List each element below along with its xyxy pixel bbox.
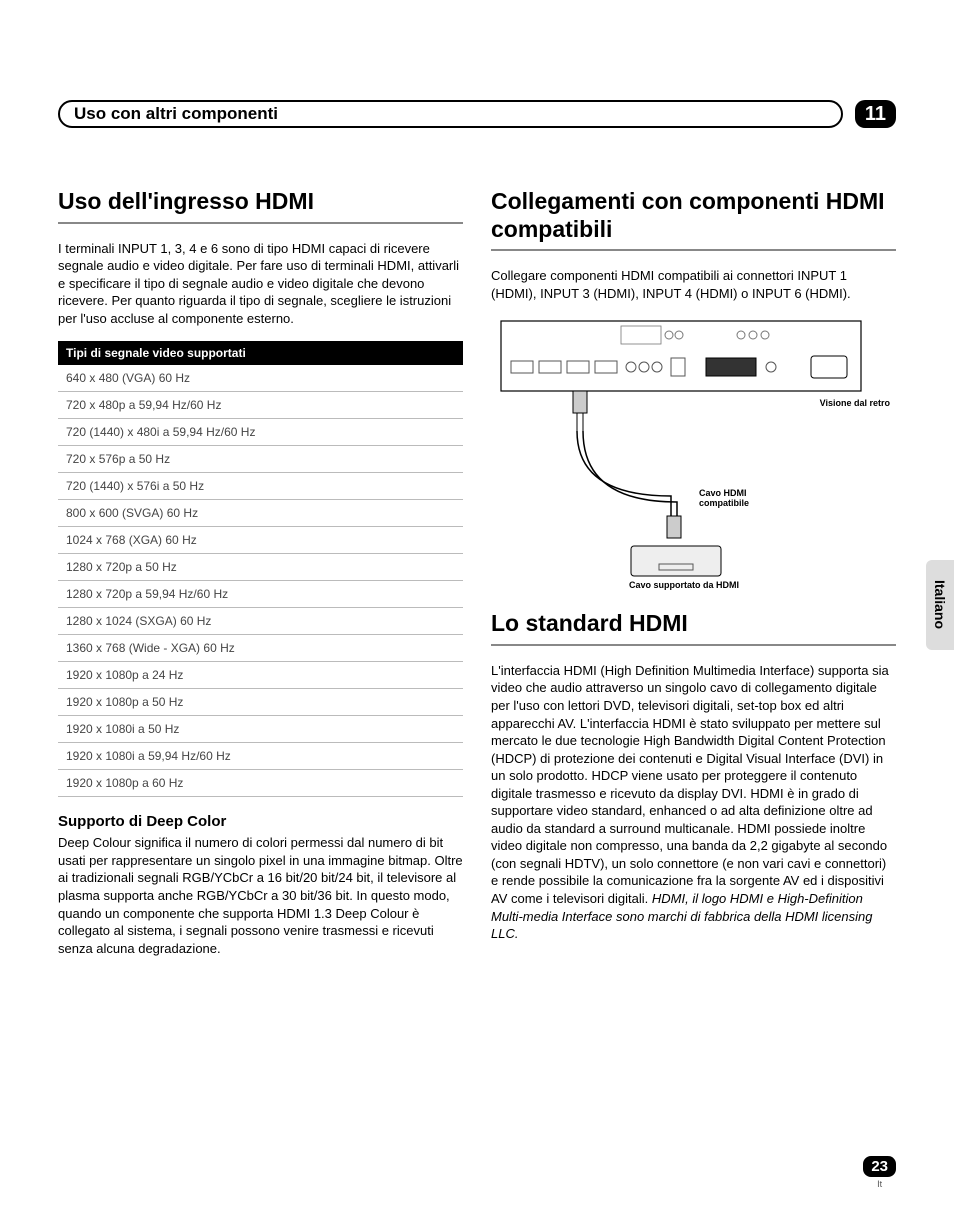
diagram-label-device: Cavo supportato da HDMI	[619, 580, 749, 590]
table-row: 1920 x 1080p a 24 Hz	[58, 662, 463, 689]
section-title-hdmi-input: Uso dell'ingresso HDMI	[58, 188, 463, 216]
title-rule	[491, 644, 896, 646]
table-row: 720 x 576p a 50 Hz	[58, 446, 463, 473]
language-side-tab: Italiano	[926, 560, 954, 650]
hdmi-standard-text: L'interfaccia HDMI (High Definition Mult…	[491, 663, 889, 906]
table-row: 1280 x 720p a 59,94 Hz/60 Hz	[58, 581, 463, 608]
table-row: 1920 x 1080i a 50 Hz	[58, 716, 463, 743]
table-header: Tipi di segnale video supportati	[58, 341, 463, 365]
connection-diagram: Visione dal retro Cavo HDMI compatibile …	[491, 316, 896, 596]
chapter-number-badge: 11	[855, 100, 896, 128]
deep-color-body: Deep Colour significa il numero di color…	[58, 834, 463, 957]
chapter-title-pill: Uso con altri componenti	[58, 100, 843, 128]
hdmi-standard-body: L'interfaccia HDMI (High Definition Mult…	[491, 662, 896, 943]
table-row: 1920 x 1080p a 50 Hz	[58, 689, 463, 716]
chapter-number: 11	[865, 103, 886, 126]
title-rule	[491, 249, 896, 251]
chapter-header: Uso con altri componenti 11	[58, 100, 896, 128]
language-side-label: Italiano	[932, 580, 948, 629]
table-row: 640 x 480 (VGA) 60 Hz	[58, 365, 463, 392]
table-row: 720 x 480p a 59,94 Hz/60 Hz	[58, 392, 463, 419]
chapter-title: Uso con altri componenti	[74, 104, 278, 124]
right-column: Collegamenti con componenti HDMI compati…	[491, 188, 896, 971]
table-row: 1920 x 1080i a 59,94 Hz/60 Hz	[58, 743, 463, 770]
section-title-hdmi-connect: Collegamenti con componenti HDMI compati…	[491, 188, 896, 243]
hdmi-input-intro: I terminali INPUT 1, 3, 4 e 6 sono di ti…	[58, 240, 463, 328]
left-column: Uso dell'ingresso HDMI I terminali INPUT…	[58, 188, 463, 971]
hdmi-connect-intro: Collegare componenti HDMI compatibili ai…	[491, 267, 896, 302]
page-lang: It	[863, 1179, 896, 1189]
diagram-label-cable: Cavo HDMI compatibile	[699, 488, 779, 508]
table-row: 800 x 600 (SVGA) 60 Hz	[58, 500, 463, 527]
section-title-hdmi-standard: Lo standard HDMI	[491, 610, 896, 638]
table-row: 1360 x 768 (Wide - XGA) 60 Hz	[58, 635, 463, 662]
video-signal-table: Tipi di segnale video supportati 640 x 4…	[58, 341, 463, 797]
table-row: 720 (1440) x 576i a 50 Hz	[58, 473, 463, 500]
table-row: 1280 x 1024 (SXGA) 60 Hz	[58, 608, 463, 635]
diagram-label-rear: Visione dal retro	[820, 398, 890, 408]
table-row: 1024 x 768 (XGA) 60 Hz	[58, 527, 463, 554]
page-number: 23	[863, 1156, 896, 1177]
page-footer: 23 It	[863, 1156, 896, 1189]
table-row: 1920 x 1080p a 60 Hz	[58, 770, 463, 797]
table-row: 720 (1440) x 480i a 59,94 Hz/60 Hz	[58, 419, 463, 446]
deep-color-heading: Supporto di Deep Color	[58, 813, 463, 830]
title-rule	[58, 222, 463, 224]
table-row: 1280 x 720p a 50 Hz	[58, 554, 463, 581]
